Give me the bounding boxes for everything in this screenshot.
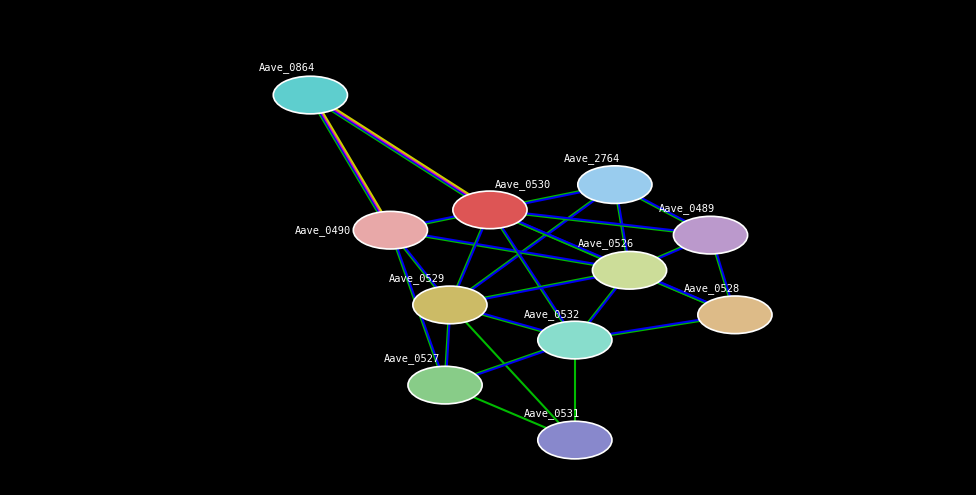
Text: Aave_0864: Aave_0864 [259, 62, 315, 73]
Text: Aave_0528: Aave_0528 [683, 283, 740, 294]
Text: Aave_0529: Aave_0529 [388, 273, 445, 284]
Circle shape [578, 166, 652, 203]
Circle shape [538, 421, 612, 459]
Circle shape [453, 191, 527, 229]
Text: Aave_0490: Aave_0490 [295, 225, 351, 236]
Circle shape [408, 366, 482, 404]
Circle shape [698, 296, 772, 334]
Text: Aave_0526: Aave_0526 [578, 239, 634, 249]
Text: Aave_0531: Aave_0531 [523, 408, 580, 419]
Circle shape [673, 216, 748, 254]
Text: Aave_0527: Aave_0527 [384, 353, 440, 364]
Circle shape [592, 251, 667, 289]
Text: Aave_0532: Aave_0532 [523, 309, 580, 320]
Text: Aave_2764: Aave_2764 [563, 153, 620, 164]
Text: Aave_0489: Aave_0489 [659, 203, 715, 214]
Circle shape [413, 286, 487, 324]
Circle shape [273, 76, 347, 114]
Circle shape [538, 321, 612, 359]
Circle shape [353, 211, 427, 249]
Text: Aave_0530: Aave_0530 [495, 179, 551, 190]
